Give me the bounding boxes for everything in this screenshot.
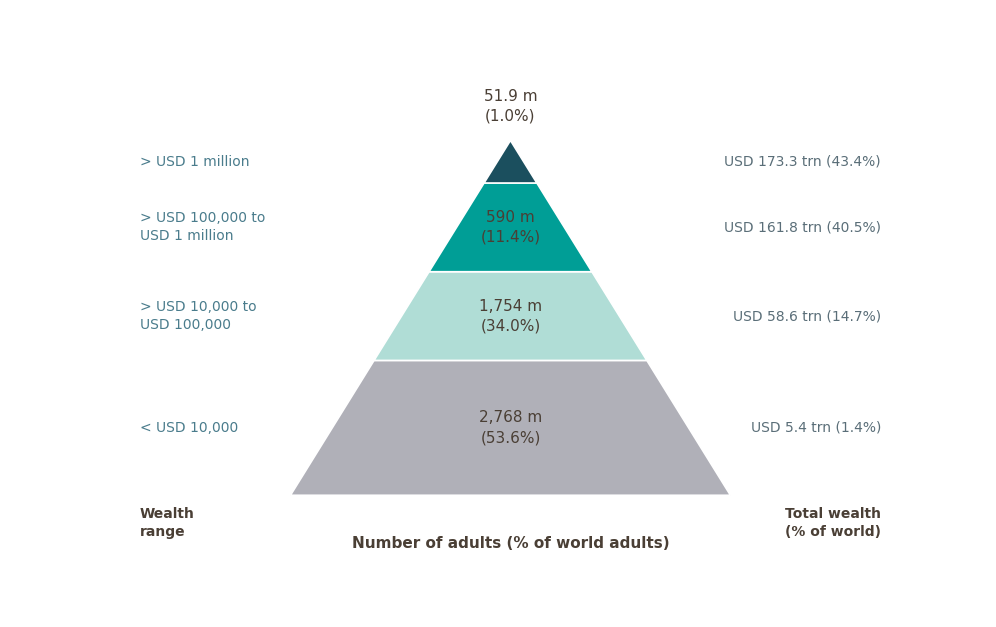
Text: > USD 10,000 to
USD 100,000: > USD 10,000 to USD 100,000 xyxy=(139,300,257,332)
Text: > USD 1 million: > USD 1 million xyxy=(139,155,249,169)
Text: 590 m
(11.4%): 590 m (11.4%) xyxy=(480,210,541,245)
Text: USD 173.3 trn (43.4%): USD 173.3 trn (43.4%) xyxy=(724,155,881,169)
Text: USD 5.4 trn (1.4%): USD 5.4 trn (1.4%) xyxy=(751,421,881,435)
Polygon shape xyxy=(484,140,537,183)
Text: 51.9 m
(1.0%): 51.9 m (1.0%) xyxy=(484,88,537,124)
Text: > USD 100,000 to
USD 1 million: > USD 100,000 to USD 1 million xyxy=(139,211,265,243)
Text: Total wealth
(% of world): Total wealth (% of world) xyxy=(785,507,881,539)
Polygon shape xyxy=(374,271,646,361)
Polygon shape xyxy=(429,183,592,271)
Text: 2,768 m
(53.6%): 2,768 m (53.6%) xyxy=(479,411,542,445)
Polygon shape xyxy=(291,361,730,495)
Text: 1,754 m
(34.0%): 1,754 m (34.0%) xyxy=(479,298,542,334)
Text: Number of adults (% of world adults): Number of adults (% of world adults) xyxy=(352,536,669,551)
Text: USD 161.8 trn (40.5%): USD 161.8 trn (40.5%) xyxy=(724,220,881,234)
Text: USD 58.6 trn (14.7%): USD 58.6 trn (14.7%) xyxy=(733,309,881,323)
Text: < USD 10,000: < USD 10,000 xyxy=(139,421,238,435)
Text: Wealth
range: Wealth range xyxy=(139,507,195,539)
